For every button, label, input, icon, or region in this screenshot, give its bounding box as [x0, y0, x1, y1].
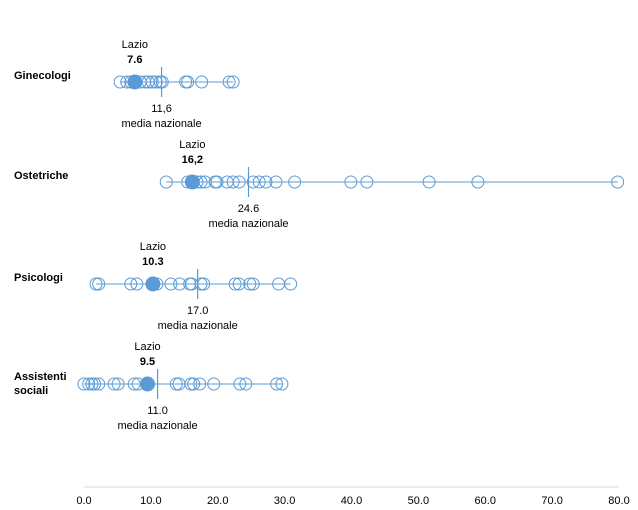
data-point	[113, 75, 127, 89]
data-point	[194, 277, 208, 291]
data-point	[226, 175, 240, 189]
data-point	[155, 75, 169, 89]
data-point	[145, 75, 159, 89]
data-point	[233, 377, 247, 391]
data-point	[611, 175, 625, 189]
data-point	[92, 277, 106, 291]
data-point	[111, 377, 125, 391]
highlight-label: Lazio	[134, 341, 160, 353]
data-point	[184, 377, 198, 391]
mean-label: media nazionale	[118, 420, 198, 432]
data-point	[422, 175, 436, 189]
highlight-label: Lazio	[179, 139, 205, 151]
data-point	[226, 75, 240, 89]
data-point	[344, 175, 358, 189]
data-point	[149, 75, 163, 89]
highlight-value: 10.3	[142, 256, 163, 268]
data-point	[270, 377, 284, 391]
mean-value: 24.6	[238, 203, 259, 215]
data-point	[193, 377, 207, 391]
data-point	[222, 75, 236, 89]
data-point	[195, 75, 209, 89]
data-point	[88, 377, 102, 391]
data-point	[288, 175, 302, 189]
data-point	[77, 377, 91, 391]
data-point	[207, 377, 221, 391]
data-point	[187, 377, 201, 391]
x-tick-label: 50.0	[408, 495, 429, 507]
data-point	[284, 277, 298, 291]
category-label: Assistenti	[14, 371, 67, 383]
data-point	[164, 277, 178, 291]
highlight-point	[127, 74, 143, 90]
mean-label: media nazionale	[208, 218, 288, 230]
data-point	[246, 175, 260, 189]
x-tick-label: 20.0	[207, 495, 228, 507]
data-point	[239, 377, 253, 391]
x-tick-label: 10.0	[140, 495, 161, 507]
highlight-value: 16,2	[182, 154, 203, 166]
category-label: sociali	[14, 385, 48, 397]
x-tick-label: 60.0	[475, 495, 496, 507]
highlight-point	[140, 376, 156, 392]
mean-value: 11.0	[147, 405, 168, 417]
data-point	[252, 175, 266, 189]
data-point	[89, 277, 103, 291]
highlight-value: 7.6	[127, 54, 142, 66]
x-tick-label: 0.0	[76, 495, 91, 507]
data-point	[107, 377, 121, 391]
data-point	[232, 175, 246, 189]
x-tick-label: 80.0	[608, 495, 629, 507]
mean-label: media nazionale	[122, 118, 202, 130]
data-point	[197, 277, 211, 291]
data-point	[232, 277, 246, 291]
data-point	[275, 377, 289, 391]
highlight-label: Lazio	[122, 39, 148, 51]
highlight-label: Lazio	[140, 241, 166, 253]
data-point	[269, 175, 283, 189]
data-point	[181, 75, 195, 89]
data-point	[210, 175, 224, 189]
data-point	[82, 377, 96, 391]
category-label: Ginecologi	[14, 70, 71, 82]
mean-label: media nazionale	[158, 320, 238, 332]
mean-value: 11,6	[151, 103, 172, 115]
highlight-value: 9.5	[140, 356, 155, 368]
data-point	[259, 175, 273, 189]
highlight-point	[145, 276, 161, 292]
data-point	[360, 175, 374, 189]
data-point	[159, 175, 173, 189]
data-point	[471, 175, 485, 189]
data-point	[246, 277, 260, 291]
data-point	[92, 377, 106, 391]
x-tick-label: 70.0	[541, 495, 562, 507]
data-point	[85, 377, 99, 391]
data-point	[169, 377, 183, 391]
data-point	[124, 277, 138, 291]
data-point	[130, 277, 144, 291]
x-tick-label: 40.0	[341, 495, 362, 507]
data-point	[228, 277, 242, 291]
data-point	[243, 277, 257, 291]
mean-value: 17.0	[187, 305, 208, 317]
category-label: Ostetriche	[14, 170, 68, 182]
category-label: Psicologi	[14, 272, 63, 284]
highlight-point	[184, 174, 200, 190]
x-tick-label: 30.0	[274, 495, 295, 507]
